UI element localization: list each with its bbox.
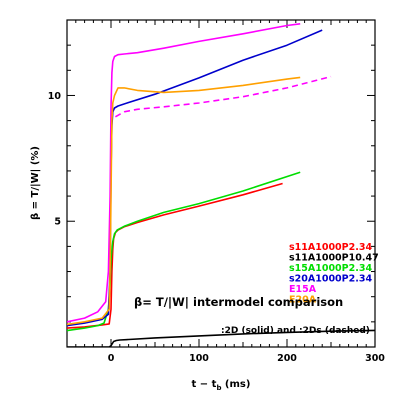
legend-entry: s15A1000P2.34 bbox=[289, 263, 372, 274]
y-tick-label: 10 bbox=[48, 91, 62, 102]
y-tick-label: 5 bbox=[54, 217, 61, 228]
series-line-s20a1000p2-34 bbox=[67, 29, 323, 327]
legend-entry: E15A bbox=[289, 284, 317, 295]
annotation-main: β= T/|W| intermodel comparison bbox=[134, 295, 343, 309]
x-axis-title-unit: (ms) bbox=[221, 379, 250, 390]
series-line-s15a1000p2-34 bbox=[67, 171, 301, 332]
x-tick-label: 300 bbox=[365, 353, 385, 364]
series-line-dashed-6 bbox=[115, 75, 332, 118]
x-tick-label: 0 bbox=[108, 353, 115, 364]
x-axis-title: t − tb (ms) bbox=[192, 379, 251, 392]
series-line-e15a bbox=[67, 23, 301, 323]
series-line-s11a1000p10-47 bbox=[67, 329, 375, 347]
legend-entry: s20A1000P2.34 bbox=[289, 274, 372, 285]
series-lines bbox=[67, 23, 375, 347]
y-axis-title: β = T/|W| (%) bbox=[30, 146, 41, 220]
tick-marks bbox=[66, 19, 376, 348]
x-axis-title-subscript: b bbox=[216, 384, 221, 392]
legend-entry: E20A bbox=[289, 295, 317, 306]
legend: s11A1000P2.34s11A1000P10.47s15A1000P2.34… bbox=[289, 242, 379, 306]
legend-entry: s11A1000P2.34 bbox=[289, 242, 372, 253]
x-tick-label: 200 bbox=[277, 353, 297, 364]
legend-entry: s11A1000P10.47 bbox=[289, 253, 379, 264]
tick-labels: 0 100 200 300 5 10 bbox=[48, 91, 386, 364]
series-line-e20a bbox=[67, 76, 301, 326]
x-tick-label: 100 bbox=[189, 353, 209, 364]
annotation-sub: :2D (solid) and :2Ds (dashed) bbox=[221, 326, 370, 336]
x-axis-title-main: t − t bbox=[192, 379, 217, 390]
plot-frame bbox=[66, 19, 376, 348]
